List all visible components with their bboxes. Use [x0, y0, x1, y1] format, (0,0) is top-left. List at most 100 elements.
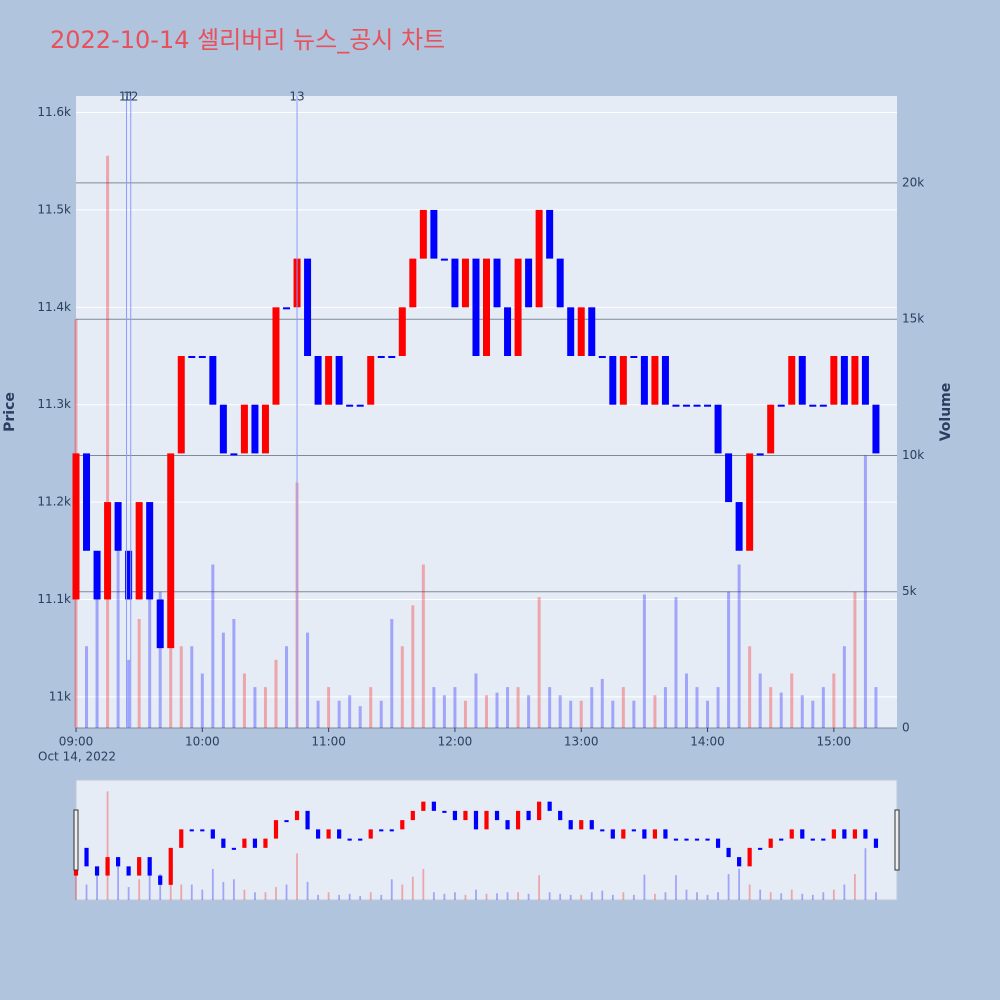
- slider-candle: [821, 838, 826, 841]
- y-tick-label: 11.6k: [37, 105, 71, 119]
- candle: [756, 453, 764, 456]
- y2-tick-label: 15k: [902, 312, 924, 326]
- candle: [177, 356, 185, 454]
- volume-bar: [653, 695, 657, 728]
- y-tick-label: 11.3k: [37, 397, 71, 411]
- slider-candle: [652, 829, 658, 839]
- slider-candle: [873, 838, 879, 848]
- slider-candle: [589, 820, 594, 830]
- slider-candle: [463, 810, 468, 821]
- slider-handle[interactable]: [73, 809, 79, 871]
- slider-volume-bar: [138, 879, 141, 900]
- slider-candle: [126, 866, 131, 876]
- slider-volume-bar: [243, 889, 246, 900]
- volume-bar: [337, 700, 341, 728]
- volume-bar: [95, 591, 99, 728]
- x-tick-label: 11:00: [311, 735, 346, 749]
- candle: [314, 356, 322, 405]
- candle: [767, 404, 775, 454]
- slider-volume-bar: [169, 879, 172, 900]
- candle: [861, 356, 869, 405]
- slider-volume-bar: [211, 868, 214, 900]
- volume-bar: [211, 564, 215, 728]
- candle: [483, 258, 490, 357]
- slider-volume-bar: [496, 893, 498, 900]
- slider-candle: [105, 857, 110, 876]
- candle: [451, 258, 459, 308]
- slider-candle: [852, 829, 857, 839]
- volume-bar: [169, 618, 173, 728]
- slider-volume-bar: [254, 892, 256, 900]
- x-tick-label: 09:00: [59, 735, 94, 749]
- volume-bar: [516, 687, 520, 728]
- slider-volume-bar: [780, 893, 783, 900]
- candle: [535, 209, 543, 308]
- slider-candle: [421, 801, 426, 811]
- slider-volume-bar: [569, 894, 572, 900]
- volume-bar: [632, 700, 636, 728]
- volume-bar: [148, 509, 152, 728]
- slider-volume-bar: [622, 892, 625, 900]
- volume-bar: [642, 594, 646, 728]
- x-date-label: Oct 14, 2022: [38, 750, 116, 764]
- volume-bar: [379, 700, 383, 728]
- candle: [735, 502, 743, 551]
- slider-volume-bar: [506, 892, 509, 900]
- slider-volume-bar: [664, 892, 667, 900]
- candle: [640, 356, 648, 405]
- slider-volume-bar: [411, 876, 414, 900]
- slider-handle[interactable]: [894, 809, 900, 871]
- volume-bar: [716, 687, 720, 728]
- range-slider[interactable]: [75, 779, 898, 901]
- slider-candle: [558, 810, 563, 821]
- volume-bar: [127, 659, 131, 728]
- slider-volume-bar: [801, 893, 804, 900]
- slider-volume-bar: [485, 893, 488, 900]
- candle: [409, 258, 417, 308]
- slider-volume-bar: [317, 894, 319, 900]
- slider-volume-bar: [127, 887, 130, 900]
- volume-bar: [674, 597, 678, 728]
- candle: [72, 453, 80, 600]
- slider-volume-bar: [675, 875, 677, 900]
- y2-tick-label: 20k: [902, 175, 924, 189]
- slider-volume-bar: [401, 884, 404, 900]
- slider-candle: [379, 829, 384, 832]
- candle: [493, 258, 501, 308]
- candle: [261, 404, 269, 454]
- y2-tick-label: 5k: [902, 584, 917, 598]
- volume-bar: [285, 646, 289, 728]
- slider-volume-bar: [875, 892, 877, 900]
- slider-candle: [547, 801, 552, 811]
- slider-candle: [347, 838, 352, 841]
- slider-candle: [737, 857, 742, 867]
- slider-candle: [221, 838, 226, 848]
- candle: [777, 404, 785, 407]
- candle: [714, 404, 722, 454]
- volume-bar: [727, 591, 731, 728]
- x-tick-label: 10:00: [185, 735, 220, 749]
- slider-volume-bar: [359, 895, 362, 900]
- slider-candle: [505, 820, 510, 830]
- slider-volume-bar: [222, 881, 225, 900]
- slider-candle: [431, 801, 436, 811]
- x-tick-label: 14:00: [690, 735, 725, 749]
- candle: [609, 356, 617, 405]
- y-axis-title: Price: [2, 392, 18, 432]
- slider-volume-bar: [559, 893, 562, 900]
- slider-candle: [358, 838, 363, 841]
- slider-volume-bar: [632, 894, 635, 900]
- slider-candle: [200, 829, 205, 832]
- candle: [746, 453, 754, 551]
- slider-volume-bar: [106, 791, 109, 900]
- slider-candle: [526, 810, 531, 821]
- volume-bar: [853, 591, 857, 728]
- slider-volume-bar: [853, 874, 856, 900]
- slider-volume-bar: [717, 892, 719, 900]
- volume-bar: [348, 695, 352, 728]
- volume-bar: [306, 632, 310, 728]
- volume-bar: [137, 618, 141, 728]
- candle: [851, 356, 859, 405]
- volume-bar: [369, 687, 373, 728]
- slider-candle: [631, 829, 636, 832]
